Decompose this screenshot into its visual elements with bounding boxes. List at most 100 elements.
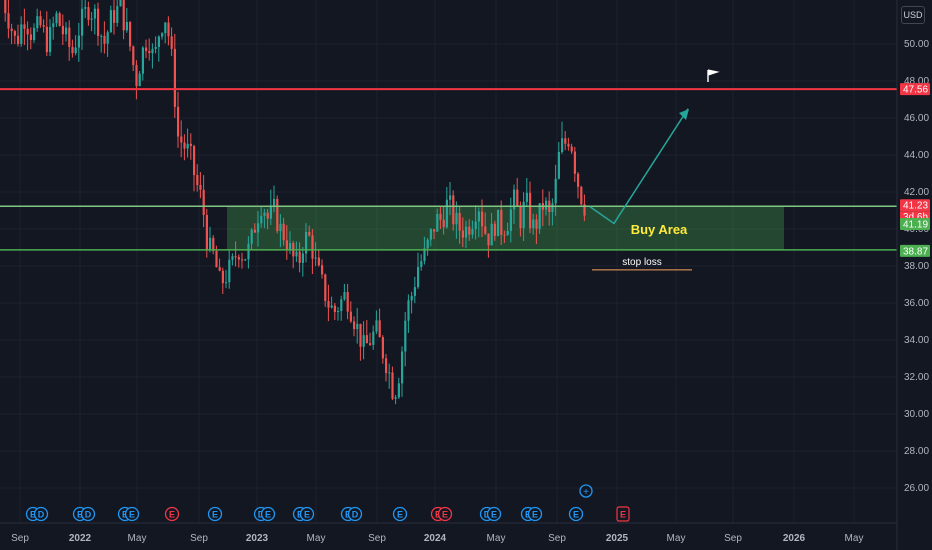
event-marker-label: E xyxy=(30,510,36,520)
currency-button[interactable]: USD xyxy=(901,6,925,24)
y-tick-label: 32.00 xyxy=(904,372,929,383)
candle-body xyxy=(199,185,202,190)
event-marker-label: E xyxy=(573,510,579,520)
candle-body xyxy=(4,0,7,14)
candle-body xyxy=(289,243,292,250)
candle-body xyxy=(253,229,256,233)
candle-body xyxy=(167,22,170,37)
candle-body xyxy=(234,256,237,258)
candle-body xyxy=(529,192,532,229)
candle-body xyxy=(484,226,487,234)
candle-body xyxy=(455,212,458,225)
event-marker[interactable] xyxy=(437,506,453,522)
candle-body xyxy=(349,311,352,322)
candle-body xyxy=(481,211,484,227)
event-marker[interactable] xyxy=(80,506,96,522)
event-marker[interactable] xyxy=(207,506,223,522)
candle-body xyxy=(193,146,196,176)
candle-body xyxy=(17,35,20,44)
y-tick-label: 44.00 xyxy=(904,150,929,161)
candle-body xyxy=(125,22,128,31)
candle-body xyxy=(77,35,80,48)
checkered-flag-icon[interactable] xyxy=(707,69,720,82)
candle-body xyxy=(317,257,320,266)
candle-body xyxy=(282,223,285,241)
event-marker-label: D xyxy=(38,510,45,520)
candle-body xyxy=(417,267,420,288)
event-marker[interactable] xyxy=(164,506,180,522)
candle-body xyxy=(554,178,557,204)
add-event-marker[interactable] xyxy=(579,484,593,498)
event-marker[interactable] xyxy=(568,506,584,522)
projection-arrow[interactable] xyxy=(589,108,689,225)
candle-body xyxy=(365,335,368,344)
projection-arrowhead xyxy=(679,109,689,120)
candle-body xyxy=(570,146,573,152)
candle-body xyxy=(26,28,29,35)
price-tag-last: 41.19 xyxy=(903,219,928,230)
candle-body xyxy=(394,397,397,399)
candle-body xyxy=(538,203,541,229)
candle-body xyxy=(266,212,269,219)
event-marker-label: D xyxy=(85,510,92,520)
x-tick-label: May xyxy=(487,533,506,544)
event-marker[interactable] xyxy=(124,506,140,522)
candle-body xyxy=(189,143,192,147)
candle-body xyxy=(116,6,119,23)
candle-body xyxy=(29,34,32,41)
y-tick-label: 28.00 xyxy=(904,446,929,457)
candle-body xyxy=(490,223,493,246)
candle-body xyxy=(477,211,480,222)
x-tick-label: May xyxy=(307,533,326,544)
event-marker[interactable] xyxy=(392,506,408,522)
candle-body xyxy=(561,138,564,153)
candle-body xyxy=(353,321,356,330)
candle-body xyxy=(36,16,39,28)
candle-body xyxy=(221,270,224,284)
candle-body xyxy=(391,372,394,399)
candle-body xyxy=(493,223,496,236)
candle-body xyxy=(279,223,282,232)
candle-body xyxy=(13,31,16,36)
event-marker[interactable] xyxy=(527,506,543,522)
event-marker[interactable] xyxy=(260,506,276,522)
candle-body xyxy=(45,26,48,53)
event-marker[interactable] xyxy=(299,506,315,522)
event-marker[interactable] xyxy=(486,506,502,522)
candle-body xyxy=(301,253,304,263)
upcoming-earnings-marker[interactable] xyxy=(616,506,630,522)
candle-body xyxy=(93,8,96,19)
candle-body xyxy=(532,219,535,229)
candle-body xyxy=(106,32,109,44)
candle-body xyxy=(260,215,263,224)
event-marker-label: E xyxy=(129,510,135,520)
candle-body xyxy=(161,33,164,37)
candle-body xyxy=(583,204,586,216)
y-tick-label: 36.00 xyxy=(904,298,929,309)
candle-body xyxy=(551,203,554,213)
candle-body xyxy=(257,223,260,233)
candle-body xyxy=(471,229,474,235)
candle-body xyxy=(580,186,583,205)
candle-body xyxy=(295,251,298,257)
candle-body xyxy=(215,250,218,268)
candle-body xyxy=(369,343,372,345)
candle-body xyxy=(173,48,176,107)
candle-body xyxy=(269,205,272,219)
candle-body xyxy=(333,305,336,312)
price-tag-lower-bg xyxy=(900,244,930,257)
candle-body xyxy=(170,36,173,49)
event-marker-label: D xyxy=(352,510,359,520)
event-marker[interactable] xyxy=(33,506,49,522)
candle-body xyxy=(522,201,525,229)
candle-body xyxy=(285,240,288,250)
candle-body xyxy=(141,47,144,74)
candle-body xyxy=(33,27,36,41)
candle-body xyxy=(58,13,61,26)
candle-body xyxy=(327,301,330,308)
event-marker-label: E xyxy=(265,510,271,520)
candle-body xyxy=(90,18,93,20)
event-marker[interactable] xyxy=(347,506,363,522)
candle-body xyxy=(241,259,244,261)
